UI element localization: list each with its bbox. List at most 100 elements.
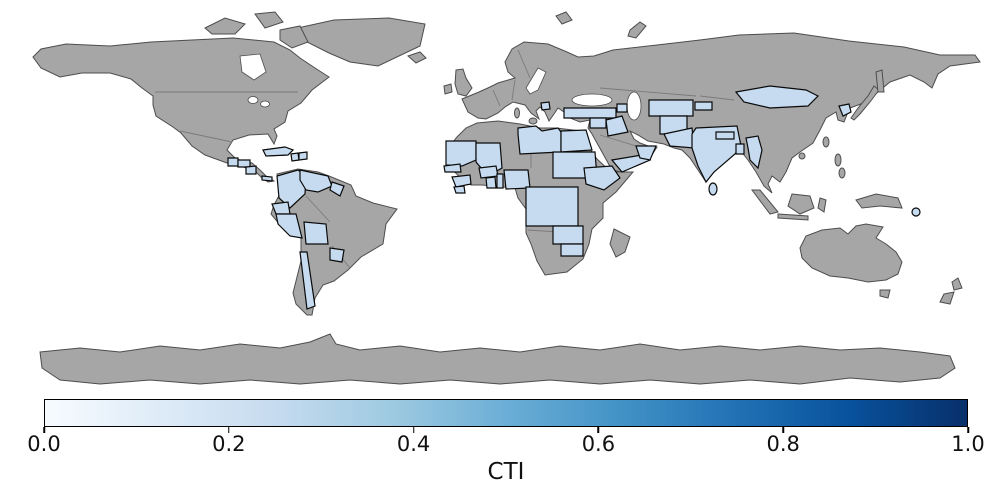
landmass-antarctica (39, 333, 956, 385)
country-benin (496, 173, 504, 189)
landmass-borneo (787, 193, 815, 215)
world-map (32, 11, 981, 385)
great-lakes-east (260, 100, 270, 108)
country-zambia (552, 225, 584, 245)
inland-seas (239, 53, 642, 121)
landmass-sakhalin (875, 69, 885, 93)
border-russia-kazakhstan (599, 87, 697, 97)
country-ghana (485, 176, 497, 189)
landmass-madagascar (609, 228, 631, 258)
colorbar-tickmark (412, 427, 415, 433)
country-burkina-faso (478, 165, 499, 179)
landmass-new-guinea (855, 193, 903, 209)
country-ecuador (271, 201, 291, 215)
country-paraguay (329, 247, 345, 263)
country-bangladesh (735, 143, 745, 155)
country-myanmar (745, 135, 763, 170)
colorbar-tick-label: 0.6 (581, 432, 616, 456)
country-senegal (443, 163, 462, 173)
country-syria (589, 117, 607, 129)
border-kazakhstan-china (699, 95, 735, 101)
baltic-sea (525, 67, 547, 95)
landmass-eurasia (461, 32, 981, 194)
landmass-arctic-island-2 (254, 11, 284, 29)
country-sierra-leone (453, 185, 466, 194)
country-panama (261, 175, 273, 182)
country-nicaragua (245, 165, 257, 175)
colorbar-tick-label: 0.2 (212, 432, 246, 456)
country-north-korea (838, 103, 852, 117)
border-us-mexico (179, 130, 233, 143)
landmass-svalbard (555, 11, 573, 25)
country-nepal (715, 131, 735, 140)
landmass-novaya-zemlya (627, 21, 647, 39)
landmass-taiwan (822, 136, 830, 148)
country-uzbekistan (648, 99, 694, 117)
landmass-philippines-south (838, 167, 846, 179)
country-kyrgyzstan (694, 101, 713, 111)
colorbar-tick-label: 0.4 (396, 432, 431, 456)
colorbar-tickmark (597, 427, 600, 433)
landmass-sumatra (751, 189, 779, 215)
border-scandinavia (517, 49, 531, 79)
colorbar-axis-label: CTI (487, 459, 525, 485)
landmass-australia (799, 223, 903, 283)
colorbar-tick-label: 0.8 (766, 432, 800, 456)
landmass-greenland (291, 17, 426, 67)
country-honduras (237, 159, 251, 168)
country-mauritania (445, 140, 477, 167)
country-peru (275, 213, 303, 239)
country-azerbaijan (616, 103, 628, 113)
colorbar: 0.0 0.2 0.4 0.6 0.8 1.0 CTI (27, 399, 985, 485)
country-sri-lanka (708, 182, 718, 196)
landmass-sicily (528, 117, 538, 125)
landmass-arctic-island-1 (204, 17, 246, 35)
border-saudi-north (599, 134, 637, 147)
country-mongolia (734, 85, 820, 109)
landmass-sulawesi (817, 197, 827, 213)
landmass-sardinia (514, 107, 520, 119)
colorbar-tick-label: 1.0 (951, 432, 985, 456)
country-bosnia (540, 101, 551, 111)
border-europe-2 (511, 79, 516, 101)
landmass-iceland (407, 51, 427, 64)
country-chile (299, 251, 316, 310)
colorbar-ticks: 0.0 0.2 0.4 0.6 0.8 1.0 (27, 427, 985, 459)
colorbar-tick-label: 0.0 (27, 432, 61, 456)
landmass-united-kingdom (454, 68, 473, 97)
choropleth-countries (227, 85, 921, 310)
country-dr-congo (525, 186, 579, 227)
landmass-java (777, 213, 809, 221)
country-venezuela (299, 169, 333, 193)
colorbar-tickmark (43, 427, 45, 433)
country-guatemala (227, 157, 239, 167)
country-dominican-republic (298, 151, 308, 161)
country-egypt (560, 129, 593, 153)
colorbar-tickmark (228, 427, 230, 433)
country-nigeria (503, 169, 531, 190)
landmass-hainan (798, 152, 806, 160)
country-iraq (605, 115, 629, 137)
colorbar-tickmark (782, 427, 784, 433)
country-guinea (451, 174, 472, 188)
caspian-sea (626, 91, 642, 121)
landmass-new-zealand-south (939, 291, 955, 305)
landmass-new-zealand-north (951, 277, 963, 291)
country-guyana (329, 181, 345, 197)
country-turkey (563, 107, 617, 119)
country-libya (517, 125, 562, 155)
country-oman (635, 145, 657, 161)
border-brazil-west (305, 195, 331, 223)
country-cuba (262, 146, 295, 157)
border-europe-1 (492, 89, 501, 107)
country-bolivia (303, 221, 329, 245)
landmass-ireland (443, 83, 453, 95)
country-colombia (276, 169, 307, 209)
colorbar-tickmark (967, 427, 969, 433)
landmass-philippines-north (834, 153, 842, 167)
hudson-bay (239, 53, 267, 81)
country-ethiopia (583, 165, 621, 191)
country-haiti (290, 152, 300, 162)
black-sea (571, 93, 613, 107)
